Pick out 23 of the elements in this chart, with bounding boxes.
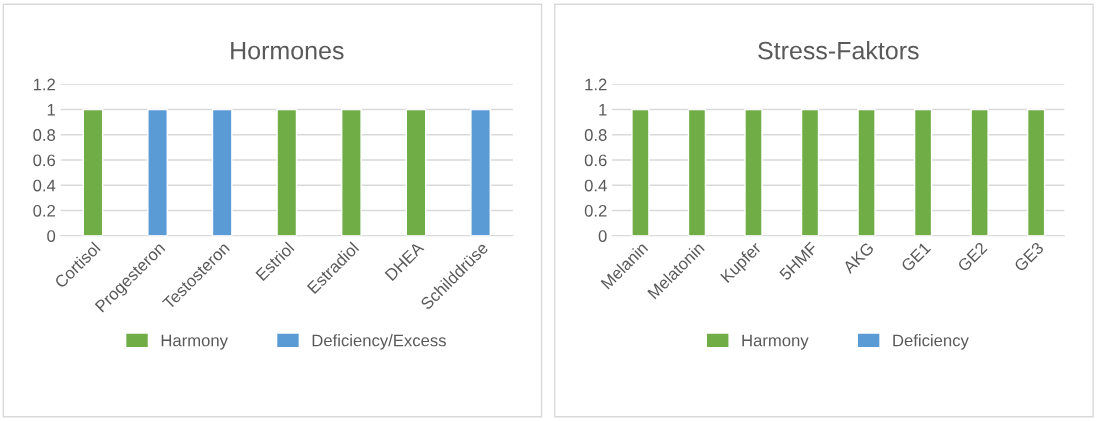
y-tick-label: 0.4 bbox=[584, 179, 607, 192]
y-tick-label: 0.6 bbox=[584, 154, 607, 167]
legend-label: Harmony bbox=[161, 334, 228, 350]
y-tick-label: 0.6 bbox=[33, 154, 56, 167]
y-tick-label: 1.2 bbox=[33, 78, 55, 91]
chart-title: Stress-Faktors bbox=[758, 41, 919, 60]
x-tick-label: GE1 bbox=[900, 241, 932, 273]
y-tick-label: 0.8 bbox=[584, 129, 607, 141]
legend-label: Harmony bbox=[742, 334, 809, 350]
legend-label: Deficiency bbox=[893, 334, 969, 350]
x-tick-label: GE3 bbox=[1013, 241, 1045, 273]
legend-label: Deficiency/Excess bbox=[312, 334, 446, 350]
y-tick-label: 0.2 bbox=[584, 204, 607, 217]
y-tick-label: 0.2 bbox=[33, 204, 55, 217]
x-tick-label: GE2 bbox=[956, 241, 988, 273]
y-tick-label: 1 bbox=[47, 104, 55, 116]
chart-title: Hormones bbox=[231, 42, 344, 60]
y-tick-label: 1 bbox=[599, 104, 607, 116]
y-tick-label: 0.4 bbox=[33, 179, 56, 192]
y-tick-label: 0 bbox=[598, 230, 607, 242]
y-tick-label: 0.8 bbox=[33, 129, 56, 141]
y-tick-label: 0 bbox=[47, 230, 56, 242]
y-tick-label: 1.2 bbox=[585, 78, 607, 91]
